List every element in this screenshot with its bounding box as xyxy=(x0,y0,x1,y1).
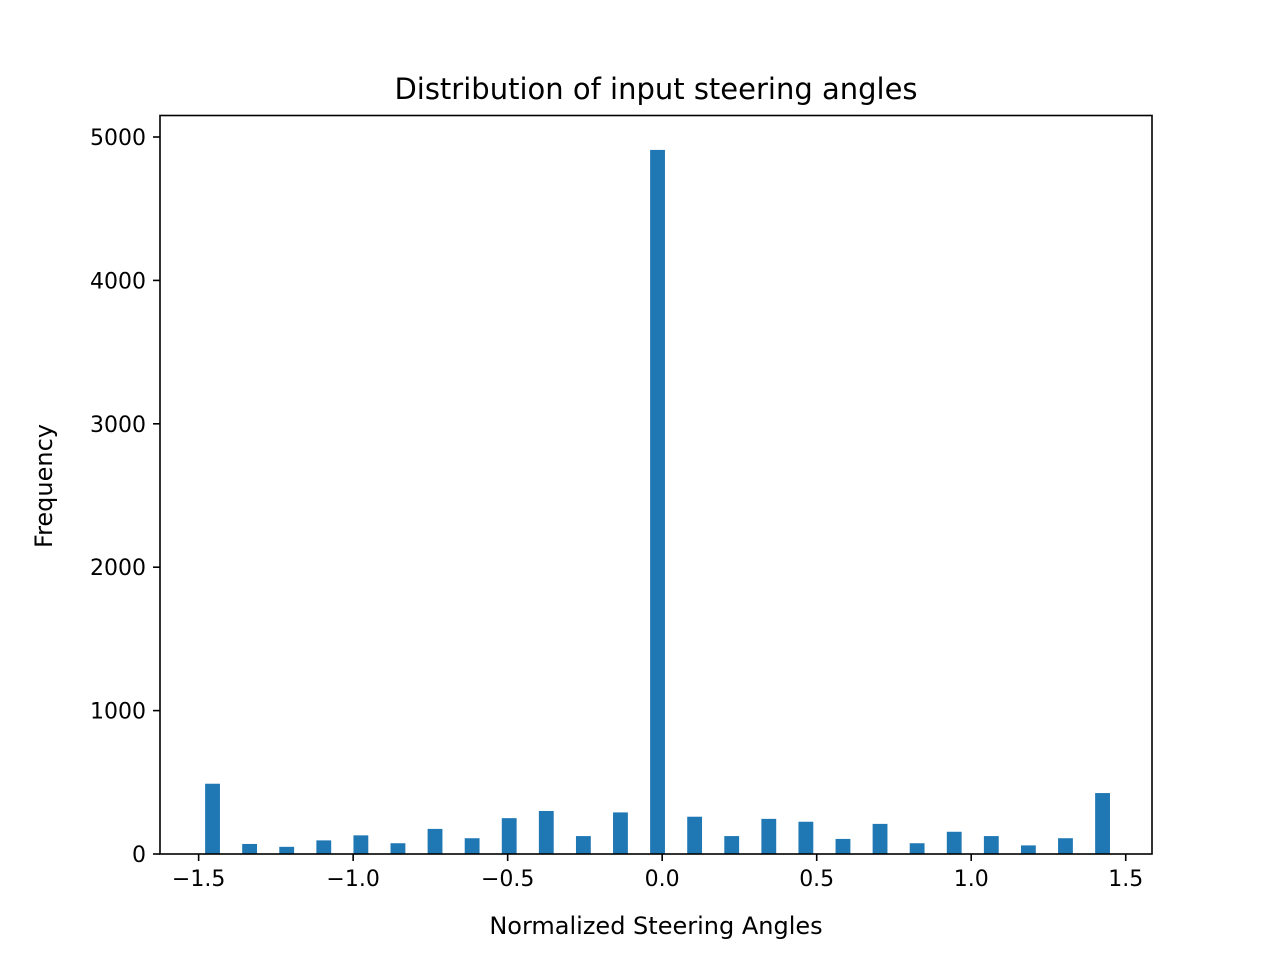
x-axis-ticks: −1.5 −1.0 −0.5 0.0 0.5 1.0 1.5 xyxy=(172,854,1143,892)
histogram-bar xyxy=(464,838,480,854)
y-axis-ticks: 0 1000 2000 3000 4000 5000 xyxy=(90,126,160,868)
x-tick-label: 0.0 xyxy=(645,867,680,892)
histogram-bar xyxy=(835,838,851,854)
y-tick-label: 2000 xyxy=(90,556,146,581)
histogram-bar xyxy=(909,843,925,854)
histogram-bar xyxy=(613,812,628,854)
histogram-bar xyxy=(538,810,554,854)
x-tick-label: −1.0 xyxy=(326,867,379,892)
histogram-bar xyxy=(575,836,591,854)
histogram-bar xyxy=(1020,845,1036,854)
x-tick-label: 1.0 xyxy=(954,867,989,892)
y-tick-label: 0 xyxy=(132,843,146,868)
bar-group xyxy=(205,149,1110,855)
y-axis-label: Frequency xyxy=(30,424,58,548)
y-tick-label: 4000 xyxy=(90,269,146,294)
histogram-bar xyxy=(798,821,814,854)
histogram-bar xyxy=(872,823,888,854)
chart-title: Distribution of input steering angles xyxy=(394,72,917,106)
x-tick-label: −1.5 xyxy=(172,867,225,892)
histogram-bar xyxy=(687,816,703,854)
histogram-bar xyxy=(1095,793,1110,854)
histogram-bar xyxy=(427,828,443,854)
histogram-bar xyxy=(724,836,740,854)
y-tick-label: 3000 xyxy=(90,413,146,438)
plot-frame xyxy=(159,114,1153,855)
y-tick-label: 5000 xyxy=(90,126,146,151)
histogram-bar xyxy=(946,831,962,854)
histogram-bar xyxy=(1058,838,1073,854)
histogram-bar xyxy=(390,843,406,854)
histogram-bar xyxy=(316,840,332,854)
histogram-bar xyxy=(353,835,369,854)
x-tick-label: 0.5 xyxy=(799,867,834,892)
histogram-bar xyxy=(279,846,295,854)
histogram-bar xyxy=(650,149,665,855)
x-axis-label: Normalized Steering Angles xyxy=(489,912,822,940)
histogram-bar xyxy=(501,818,517,854)
histogram-bar xyxy=(242,843,258,854)
histogram-bar xyxy=(205,783,220,854)
x-tick-label: 1.5 xyxy=(1108,867,1143,892)
x-tick-label: −0.5 xyxy=(481,867,534,892)
histogram-bar xyxy=(983,836,999,854)
histogram-bar xyxy=(761,818,777,854)
y-tick-label: 1000 xyxy=(90,700,146,725)
